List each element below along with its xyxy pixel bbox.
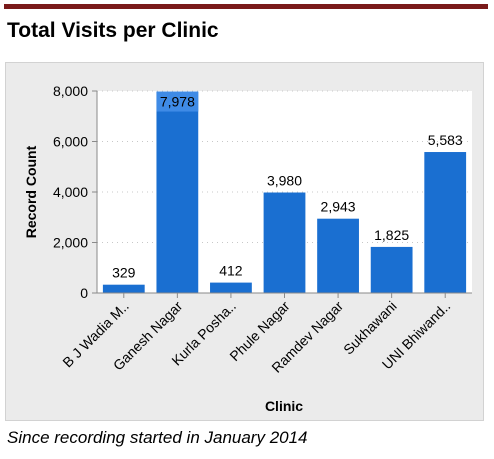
chart-panel: 329 7,978 412 3,980 2,943 1,825 5,583 0 2,000 4,… [5,62,484,421]
bar-data-label: 412 [219,263,243,279]
bar-data-label: 3,980 [267,173,302,189]
bar[interactable] [210,282,252,293]
bar[interactable] [317,218,359,293]
caption-text: Since recording started in January 2014 [7,428,308,447]
bar[interactable] [370,246,413,293]
y-tick-label: 4,000 [53,184,88,200]
x-axis-label: Clinic [265,398,303,414]
data-labels: 329 7,978 412 3,980 2,943 1,825 5,583 [112,94,463,281]
bar[interactable] [263,192,306,293]
page-title: Total Visits per Clinic [7,19,219,42]
bar-data-label: 1,825 [374,227,409,243]
y-tick-labels: 0 2,000 4,000 6,000 8,000 [53,83,97,301]
bar-data-label: 7,978 [160,94,195,110]
bars [102,91,467,293]
y-tick-label: 8,000 [53,83,88,99]
y-tick-label: 2,000 [53,235,88,251]
bar-data-label: 5,583 [428,132,463,148]
y-axis-label: Record Count [23,145,39,238]
bar[interactable] [424,152,467,293]
bar[interactable] [102,284,145,293]
y-tick-label: 0 [80,285,88,301]
bar-label-highlight [156,91,199,112]
bar-chart: 329 7,978 412 3,980 2,943 1,825 5,583 0 2,000 4,… [23,83,472,414]
bar[interactable] [156,91,199,293]
bar-data-label: 2,943 [321,199,356,215]
bar-data-label: 329 [112,265,136,281]
header-accent-rule [4,4,488,9]
y-tick-label: 6,000 [53,134,88,150]
